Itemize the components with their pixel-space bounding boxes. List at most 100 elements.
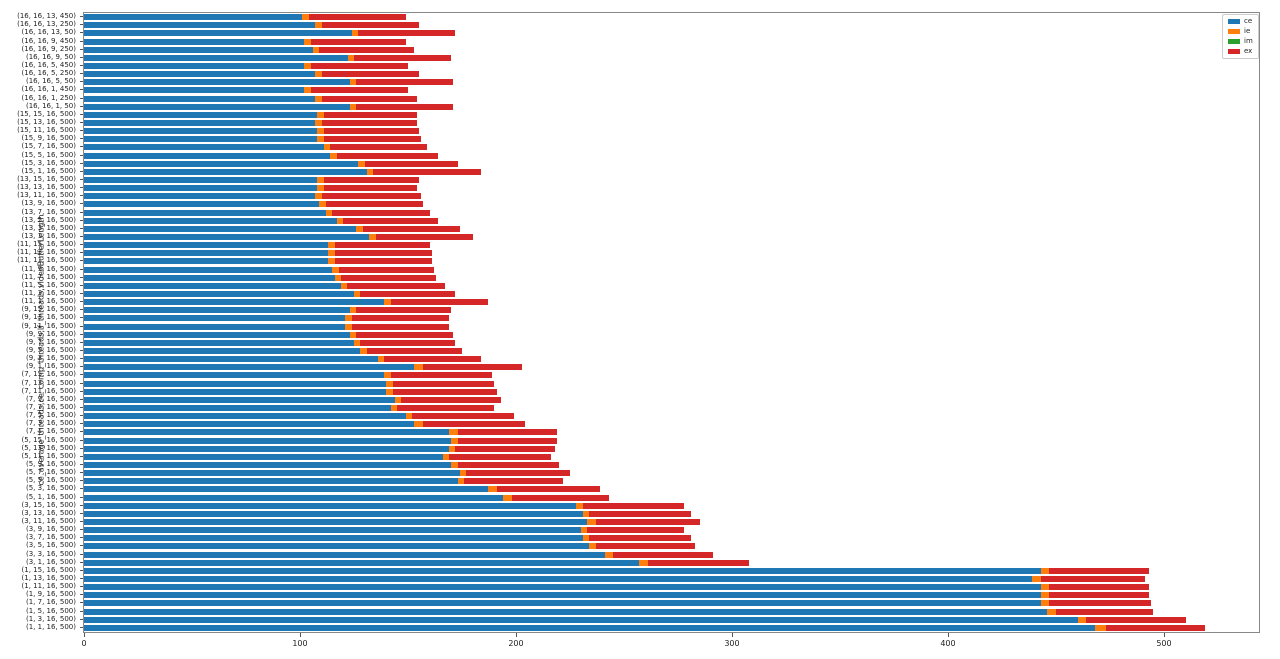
bar-segment-ie — [459, 470, 467, 477]
y-tick-label: (3, 7, 16, 500) — [26, 533, 76, 542]
y-tick-mark — [80, 578, 83, 580]
y-tick-label: (15, 3, 16, 500) — [21, 158, 76, 167]
y-tick-label: (13, 3, 16, 500) — [21, 223, 76, 232]
y-tick-label: (15, 15, 16, 500) — [17, 109, 76, 118]
bar-segment-ce — [84, 46, 313, 53]
bar-row — [84, 119, 417, 126]
bar-segment-ex — [362, 225, 460, 232]
y-tick-mark — [80, 211, 83, 213]
bar-segment-ex — [323, 136, 421, 143]
bar-segment-ex — [321, 95, 417, 102]
y-tick-mark — [80, 350, 83, 351]
y-tick-label: (3, 13, 16, 500) — [21, 508, 76, 517]
bar-segment-ce — [84, 421, 415, 428]
bar-segment-ce — [84, 527, 581, 534]
bar-segment-ie — [1040, 567, 1050, 574]
y-tick-mark — [80, 309, 83, 311]
bar-segment-ex — [464, 478, 564, 485]
bar-segment-ex — [310, 62, 408, 69]
bar-row — [84, 95, 417, 102]
bar-segment-ex — [310, 38, 406, 45]
y-tick-label: (3, 1, 16, 500) — [26, 557, 76, 566]
y-tick-mark — [80, 610, 83, 612]
bar-segment-ex — [341, 274, 437, 281]
bar-segment-ce — [84, 242, 329, 249]
bar-segment-ex — [323, 185, 417, 192]
bar-segment-ex — [457, 437, 558, 444]
bar-segment-ie — [405, 413, 413, 420]
legend-swatch-im — [1228, 39, 1240, 44]
bar-segment-ex — [589, 535, 691, 542]
bar-segment-ce — [84, 608, 1048, 615]
bar-segment-ex — [466, 470, 570, 477]
bar-segment-ie — [328, 258, 335, 265]
bar-segment-ie — [336, 217, 344, 224]
bar-segment-ce — [84, 559, 640, 566]
y-tick-mark — [80, 130, 83, 132]
bar-segment-ce — [84, 193, 316, 200]
bar-segment-ex — [1086, 616, 1186, 623]
y-tick-mark — [80, 227, 83, 229]
bar-segment-ie — [604, 551, 614, 558]
y-tick-label: (11, 15, 16, 500) — [17, 240, 76, 249]
bar-segment-ie — [587, 519, 596, 526]
bar-row — [84, 421, 525, 428]
y-tick-mark — [80, 529, 83, 531]
bar-row — [84, 470, 570, 477]
legend-label: ce — [1244, 17, 1253, 25]
y-tick-label: (3, 11, 16, 500) — [21, 517, 76, 526]
bar-segment-ie — [302, 14, 309, 21]
y-tick-label: (5, 3, 16, 500) — [26, 484, 76, 493]
bar-segment-ce — [84, 282, 342, 289]
bar-segment-ex — [351, 323, 449, 330]
bar-segment-ie — [451, 437, 458, 444]
legend-swatch-ex — [1228, 49, 1240, 54]
bar-segment-ce — [84, 209, 326, 216]
y-tick-label: (15, 11, 16, 500) — [17, 126, 76, 135]
bar-row — [84, 144, 428, 151]
y-tick-mark — [80, 374, 83, 376]
bar-segment-ce — [84, 79, 350, 86]
bar-segment-ie — [358, 160, 365, 167]
y-tick-label: (5, 5, 16, 500) — [26, 476, 76, 485]
bar-segment-ex — [323, 111, 417, 118]
legend-entry-ie: ie — [1228, 28, 1253, 35]
bar-segment-ce — [84, 152, 331, 159]
y-tick-label: (16, 16, 13, 250) — [17, 20, 76, 29]
bar-segment-ie — [1040, 600, 1050, 607]
bar-segment-ce — [84, 258, 329, 265]
bar-segment-ie — [349, 307, 357, 314]
bar-segment-ex — [338, 266, 434, 273]
bar-row — [84, 307, 452, 314]
bar-segment-ex — [511, 494, 609, 501]
y-tick-mark — [80, 170, 83, 172]
bar-segment-ce — [84, 144, 324, 151]
bar-segment-ex — [384, 356, 482, 363]
bar-segment-ie — [414, 421, 424, 428]
bar-row — [84, 502, 685, 509]
bar-segment-ie — [317, 128, 324, 135]
y-tick-label: (7, 5, 16, 500) — [26, 411, 76, 420]
y-tick-label: (11, 5, 16, 500) — [21, 280, 76, 289]
bar-segment-ex — [356, 79, 454, 86]
x-tick-label: 200 — [508, 639, 524, 648]
y-tick-label: (9, 1, 16, 500) — [26, 362, 76, 371]
bar-segment-ie — [315, 95, 322, 102]
bar-segment-ce — [84, 315, 346, 322]
bar-segment-ce — [84, 348, 361, 354]
bar-segment-ie — [353, 290, 361, 297]
y-tick-label: (9, 15, 16, 500) — [21, 305, 76, 314]
bar-row — [84, 494, 609, 501]
bar-segment-ce — [84, 551, 605, 558]
bar-row — [84, 567, 1149, 574]
bar-segment-ce — [84, 299, 385, 306]
y-tick-mark — [80, 586, 83, 588]
bar-segment-ex — [582, 502, 685, 509]
bar-row — [84, 152, 439, 159]
bar-row — [84, 87, 408, 94]
bar-row — [84, 193, 421, 200]
bar-row — [84, 445, 555, 452]
legend-entry-im: im — [1228, 38, 1253, 45]
y-tick-mark — [80, 284, 83, 286]
x-tick-label: 400 — [940, 639, 956, 648]
